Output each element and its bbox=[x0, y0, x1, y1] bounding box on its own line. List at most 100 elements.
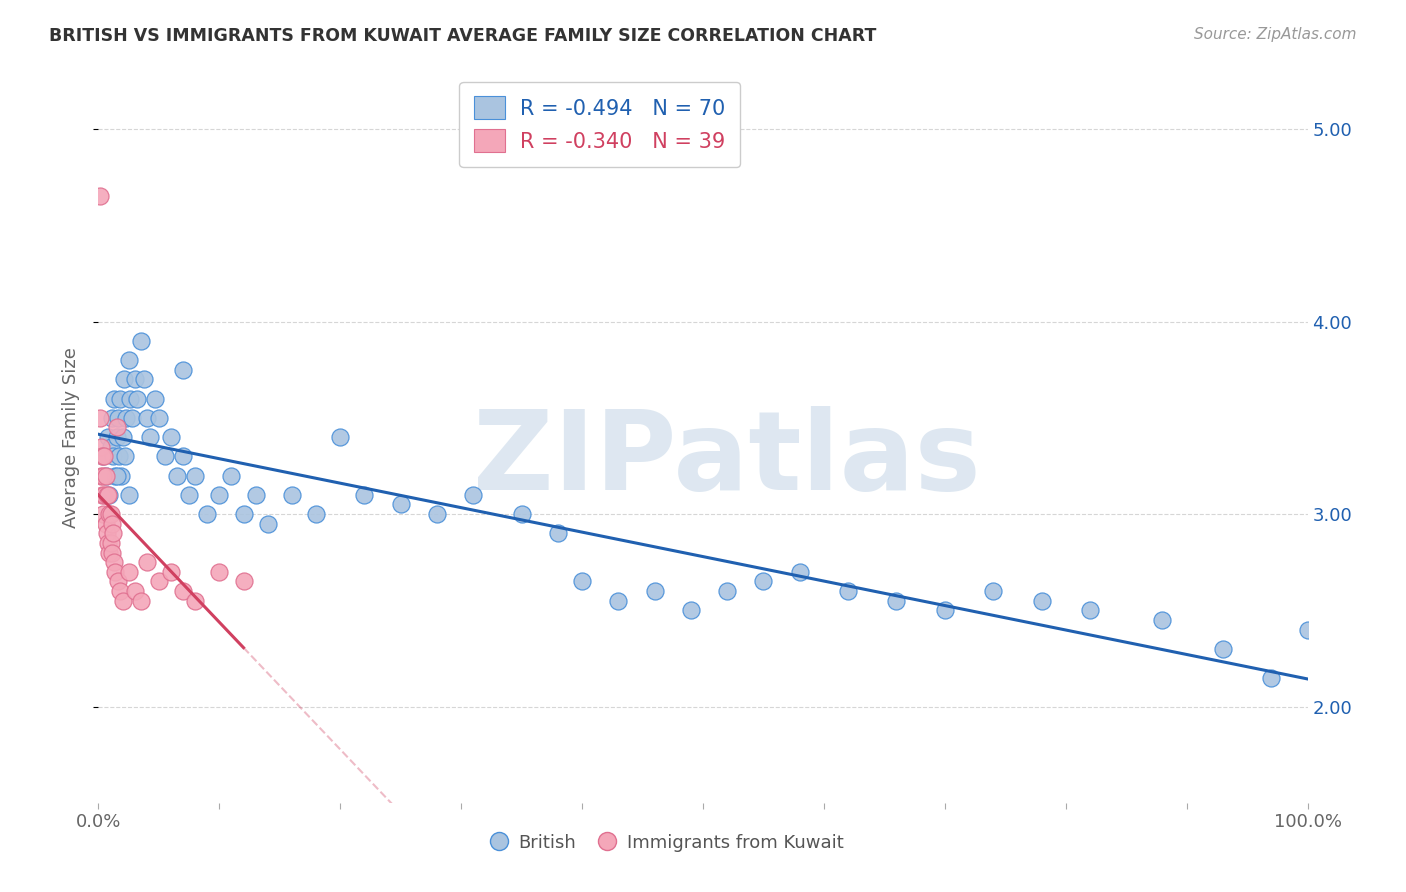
Point bbox=[160, 430, 183, 444]
Point bbox=[108, 450, 131, 464]
Text: BRITISH VS IMMIGRANTS FROM KUWAIT AVERAGE FAMILY SIZE CORRELATION CHART: BRITISH VS IMMIGRANTS FROM KUWAIT AVERAG… bbox=[49, 27, 876, 45]
Point bbox=[716, 584, 738, 599]
Point bbox=[1212, 641, 1234, 656]
Point bbox=[232, 574, 254, 589]
Point bbox=[281, 488, 304, 502]
Point bbox=[108, 584, 131, 599]
Point bbox=[107, 410, 129, 425]
Point bbox=[121, 410, 143, 425]
Point bbox=[91, 488, 114, 502]
Point bbox=[115, 410, 138, 425]
Point bbox=[100, 410, 122, 425]
Point bbox=[100, 507, 122, 521]
Point bbox=[1296, 623, 1319, 637]
Point bbox=[90, 468, 112, 483]
Point bbox=[100, 440, 122, 454]
Point bbox=[644, 584, 666, 599]
Point bbox=[886, 593, 908, 607]
Point bbox=[1078, 603, 1101, 617]
Point bbox=[94, 516, 117, 531]
Point bbox=[148, 410, 170, 425]
Point bbox=[91, 507, 114, 521]
Point bbox=[96, 488, 118, 502]
Text: Source: ZipAtlas.com: Source: ZipAtlas.com bbox=[1194, 27, 1357, 42]
Point bbox=[89, 410, 111, 425]
Point bbox=[148, 574, 170, 589]
Point bbox=[111, 430, 134, 444]
Point bbox=[179, 488, 201, 502]
Point bbox=[104, 565, 127, 579]
Point bbox=[135, 410, 157, 425]
Point bbox=[166, 468, 188, 483]
Point bbox=[245, 488, 267, 502]
Point bbox=[100, 545, 122, 559]
Text: ZIPatlas: ZIPatlas bbox=[474, 406, 981, 513]
Point bbox=[981, 584, 1004, 599]
Point bbox=[1260, 671, 1282, 685]
Point bbox=[104, 468, 127, 483]
Point bbox=[160, 565, 183, 579]
Point bbox=[103, 392, 125, 406]
Point bbox=[463, 488, 485, 502]
Point bbox=[96, 526, 118, 541]
Point bbox=[172, 584, 194, 599]
Point bbox=[94, 468, 117, 483]
Point bbox=[112, 372, 135, 386]
Point bbox=[111, 593, 134, 607]
Point bbox=[153, 450, 176, 464]
Point bbox=[389, 498, 412, 512]
Point bbox=[93, 450, 115, 464]
Point bbox=[571, 574, 593, 589]
Point bbox=[232, 507, 254, 521]
Point bbox=[837, 584, 859, 599]
Point bbox=[143, 392, 166, 406]
Point bbox=[91, 450, 114, 464]
Point bbox=[172, 450, 194, 464]
Point bbox=[124, 584, 146, 599]
Point bbox=[789, 565, 811, 579]
Point bbox=[221, 468, 243, 483]
Point bbox=[118, 565, 141, 579]
Point bbox=[1031, 593, 1053, 607]
Point bbox=[108, 392, 131, 406]
Point bbox=[97, 488, 120, 502]
Legend: British, Immigrants from Kuwait: British, Immigrants from Kuwait bbox=[482, 826, 851, 860]
Point bbox=[752, 574, 775, 589]
Point bbox=[208, 488, 231, 502]
Point bbox=[172, 362, 194, 376]
Point bbox=[93, 488, 115, 502]
Point bbox=[353, 488, 375, 502]
Point bbox=[208, 565, 231, 579]
Point bbox=[129, 334, 152, 348]
Point bbox=[91, 468, 114, 483]
Point bbox=[89, 189, 111, 203]
Point bbox=[124, 372, 146, 386]
Point bbox=[97, 536, 120, 550]
Point bbox=[105, 430, 128, 444]
Point bbox=[91, 450, 114, 464]
Point bbox=[100, 516, 122, 531]
Point bbox=[679, 603, 702, 617]
Point bbox=[101, 450, 124, 464]
Point bbox=[134, 372, 156, 386]
Point bbox=[107, 574, 129, 589]
Point bbox=[103, 555, 125, 569]
Point bbox=[97, 430, 120, 444]
Point bbox=[135, 555, 157, 569]
Point bbox=[607, 593, 630, 607]
Point bbox=[98, 488, 121, 502]
Point bbox=[547, 526, 569, 541]
Point bbox=[98, 507, 121, 521]
Point bbox=[305, 507, 328, 521]
Point bbox=[114, 450, 136, 464]
Point bbox=[118, 392, 141, 406]
Point bbox=[195, 507, 218, 521]
Point bbox=[329, 430, 352, 444]
Point bbox=[98, 545, 121, 559]
Point bbox=[426, 507, 449, 521]
Point bbox=[510, 507, 533, 521]
Point bbox=[90, 440, 112, 454]
Point bbox=[118, 353, 141, 368]
Point bbox=[1152, 613, 1174, 627]
Point bbox=[184, 468, 207, 483]
